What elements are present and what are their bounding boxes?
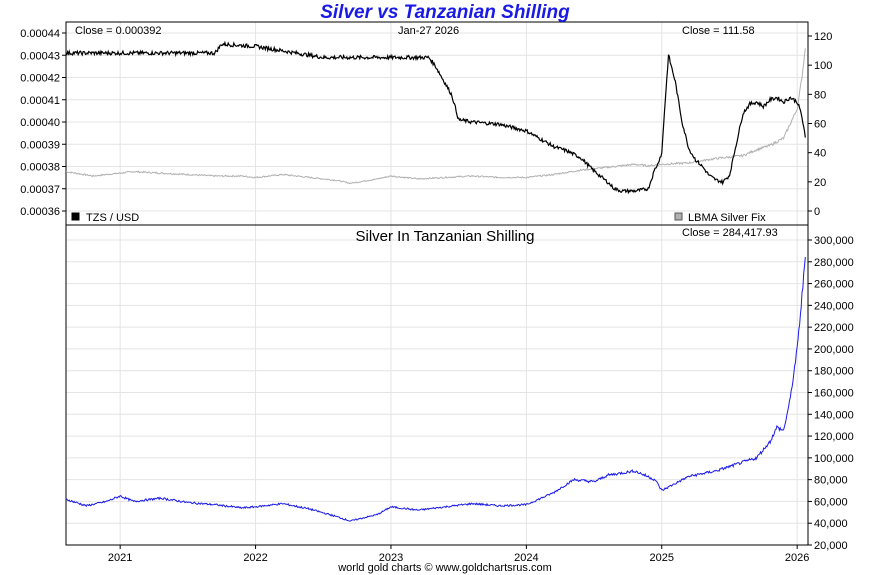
left-tick-label: 0.00036 — [20, 206, 60, 218]
left-tick-label: 0.00037 — [20, 184, 60, 196]
bottom-tick-label: 80,000 — [814, 475, 848, 487]
right-tick-label: 120 — [814, 31, 832, 43]
bottom-tick-label: 20,000 — [814, 540, 848, 552]
bottom-close: Close = 284,417.93 — [682, 227, 778, 239]
top-close-right: Close = 111.58 — [682, 25, 755, 37]
right-tick-label: 100 — [814, 60, 832, 72]
right-tick-label: 80 — [814, 89, 826, 101]
x-tick-label: 2021 — [108, 552, 132, 564]
right-tick-label: 40 — [814, 148, 826, 160]
panel-labels: Close = 0.000392 Jan-27 2026 Close = 111… — [71, 25, 778, 245]
x-tick-label: 2023 — [379, 552, 403, 564]
legend-label-tzs: TZS / USD — [86, 212, 139, 224]
left-tick-label: 0.00042 — [20, 73, 60, 85]
legend-swatch-silver — [674, 212, 683, 221]
bottom-tick-label: 60,000 — [814, 496, 848, 508]
left-tick-label: 0.00043 — [20, 50, 60, 62]
left-tick-label: 0.00038 — [20, 162, 60, 174]
right-tick-label: 60 — [814, 119, 826, 131]
series-line-tzs-usd — [65, 40, 806, 195]
right-tick-label: 20 — [814, 177, 826, 189]
left-tick-label: 0.00044 — [20, 28, 60, 40]
bottom-tick-label: 280,000 — [814, 257, 854, 269]
left-tick-label: 0.00041 — [20, 95, 60, 107]
left-tick-label: 0.00040 — [20, 117, 60, 129]
bottom-tick-label: 180,000 — [814, 366, 854, 378]
bottom-tick-label: 220,000 — [814, 322, 854, 334]
left-tick-label: 0.00039 — [20, 139, 60, 151]
chart-credit: world gold charts © www.goldchartsrus.co… — [338, 562, 552, 574]
axes: 2021 2022 2023 2024 2025 2026 0.00044 0.00043 0.… — [20, 28, 854, 564]
grid — [66, 22, 808, 546]
bottom-panel-title: Silver In Tanzanian Shilling — [356, 228, 535, 245]
bottom-tick-label: 160,000 — [814, 388, 854, 400]
x-tick-label: 2025 — [650, 552, 674, 564]
series-line-silver-tzs — [65, 256, 806, 522]
bottom-tick-label: 300,000 — [814, 235, 854, 247]
series-line-silver-fix — [65, 48, 806, 185]
bottom-tick-label: 260,000 — [814, 279, 854, 291]
x-tick-label: 2022 — [243, 552, 267, 564]
legend-label-silver: LBMA Silver Fix — [688, 212, 766, 224]
bottom-tick-label: 40,000 — [814, 518, 848, 530]
right-tick-label: 0 — [814, 206, 820, 218]
top-close-left: Close = 0.000392 — [75, 25, 162, 37]
chart-date: Jan-27 2026 — [398, 25, 459, 37]
bottom-tick-label: 100,000 — [814, 453, 854, 465]
bottom-tick-label: 120,000 — [814, 431, 854, 443]
bottom-tick-label: 200,000 — [814, 344, 854, 356]
x-tick-label: 2024 — [514, 552, 538, 564]
legend-swatch-tzs — [71, 212, 80, 221]
series-lines — [65, 40, 806, 522]
bottom-tick-label: 140,000 — [814, 409, 854, 421]
bottom-tick-label: 240,000 — [814, 300, 854, 312]
x-tick-label: 2026 — [785, 552, 809, 564]
chart-title: Silver vs Tanzanian Shilling — [320, 2, 570, 23]
